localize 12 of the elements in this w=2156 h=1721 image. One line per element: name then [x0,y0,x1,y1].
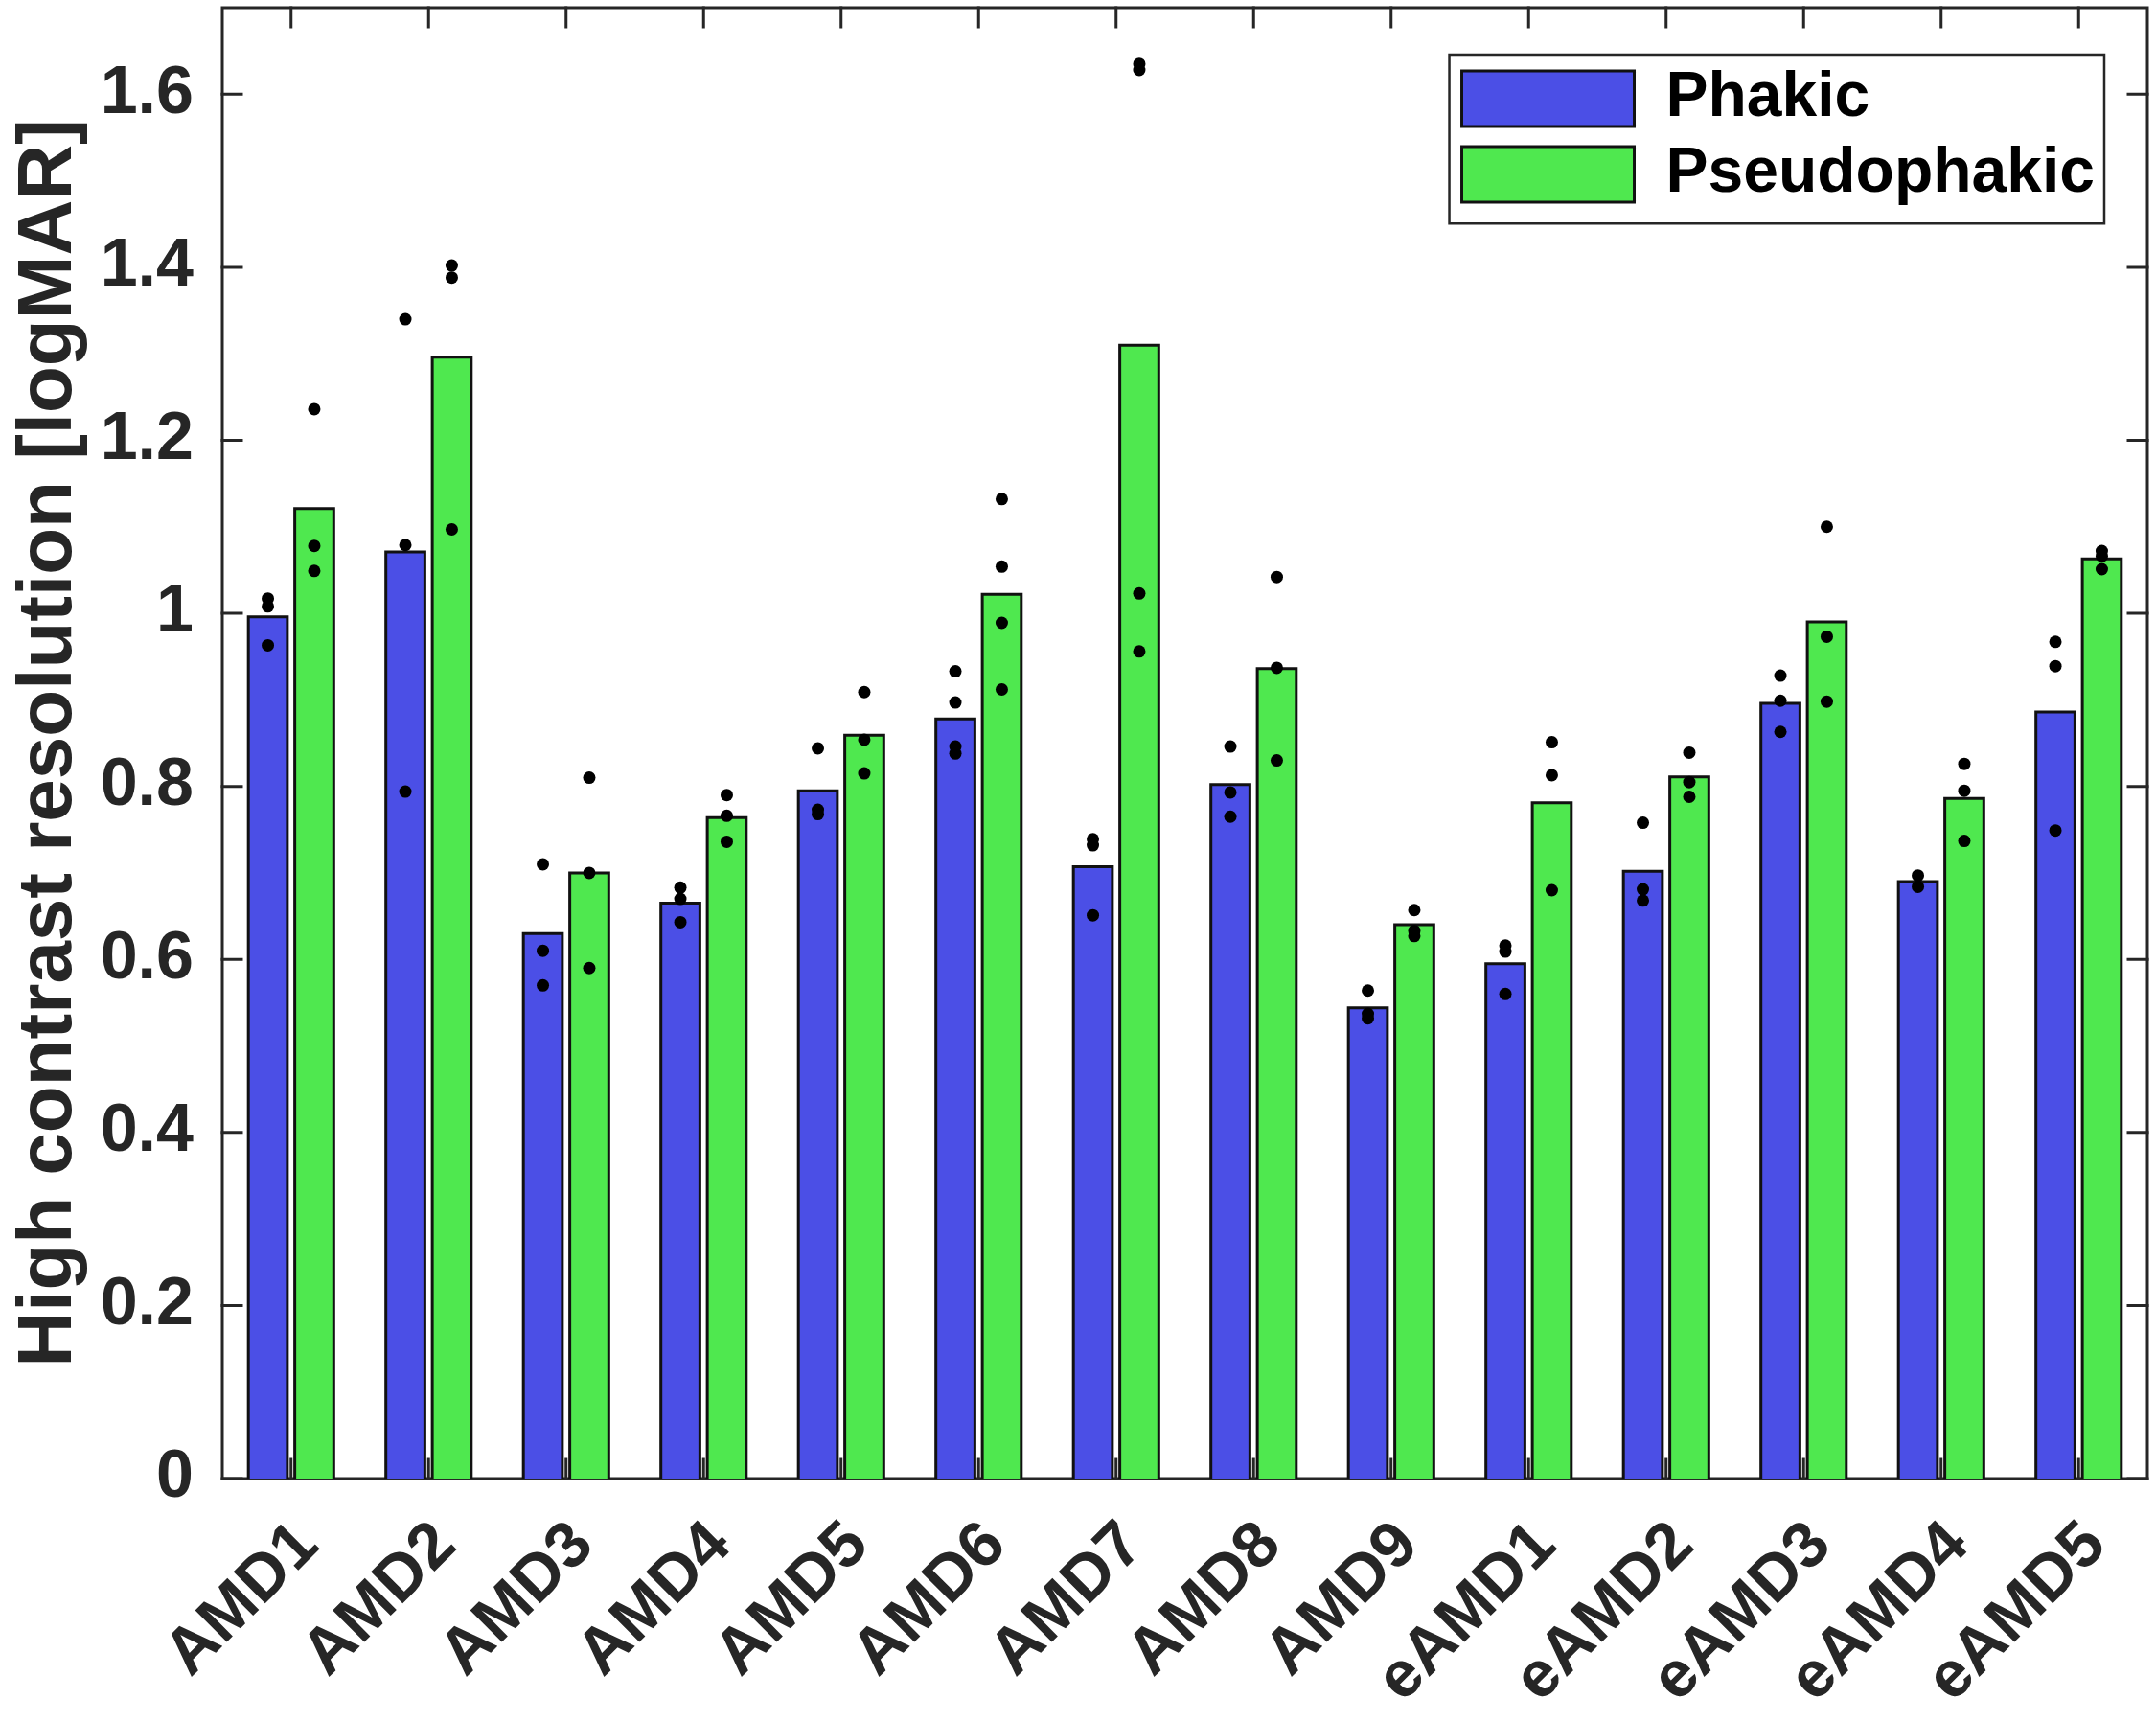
legend-label: Pseudophakic [1665,134,2095,206]
y-tick-label: 1 [156,571,194,647]
y-tick-label: 0.2 [100,1263,194,1339]
y-tick-label: 0 [156,1436,194,1512]
y-tick-label: 1.2 [100,398,194,473]
y-tick-label: 1.4 [100,225,195,301]
y-tick-label: 0.6 [100,917,194,993]
y-tick-label: 0.8 [100,744,194,819]
y-axis-title: High contrast resolution [logMAR] [2,119,88,1367]
legend-label: Phakic [1665,58,1870,130]
y-tick-label: 0.4 [100,1090,195,1166]
y-tick-label: 1.6 [100,52,194,127]
